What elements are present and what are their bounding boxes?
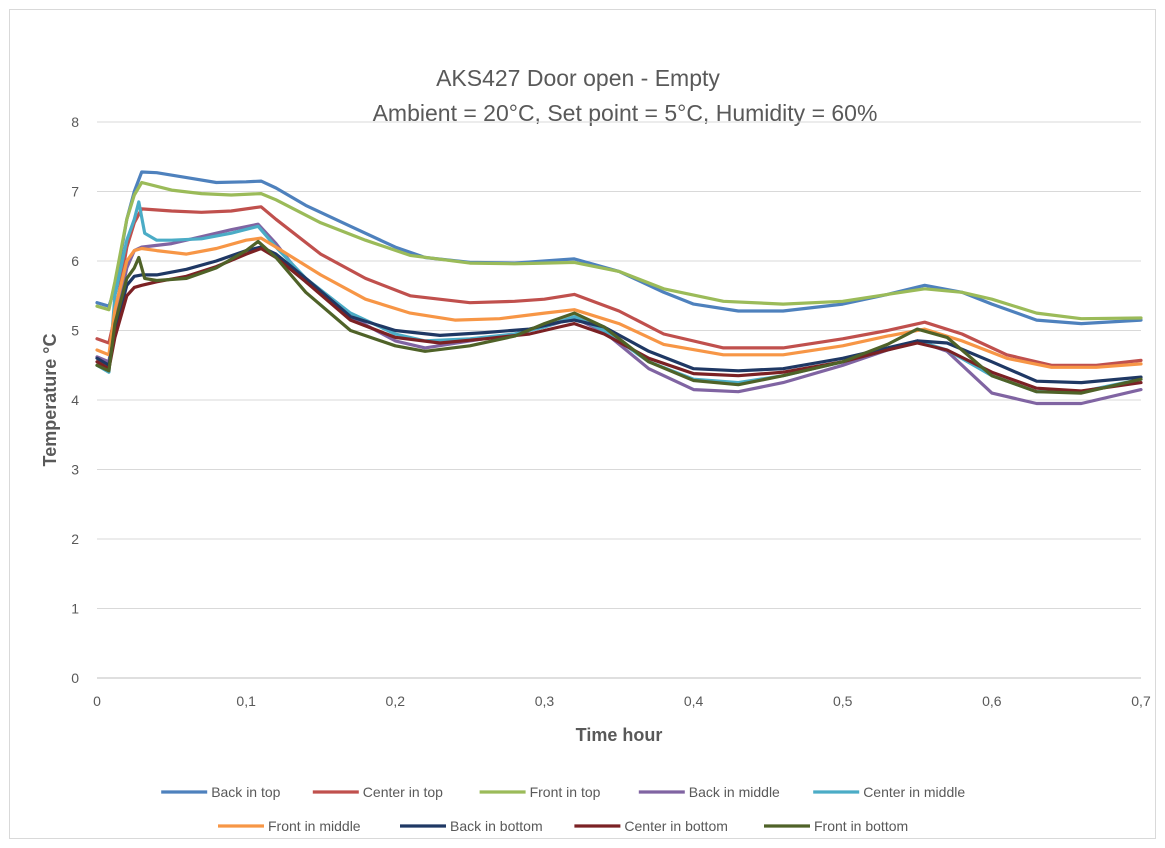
x-tick-label: 0,5 [833,693,853,709]
legend-item: Back in top [161,784,281,800]
legend-item: Center in top [312,784,443,800]
legend-label: Back in bottom [450,818,543,834]
y-tick-label: 4 [71,392,79,408]
legend: Back in top Center in top Front in top Back… [161,784,965,834]
y-axis-title: Temperature °C [40,334,60,467]
y-tick-labels: 0 1 2 3 4 5 6 7 8 [71,114,79,686]
series-line [95,246,1143,393]
x-tick-label: 0 [93,693,101,709]
y-tick-label: 6 [71,253,79,269]
series-line [95,180,1143,321]
x-tick-label: 0,3 [535,693,555,709]
x-tick-labels: 0 0,1 0,2 0,3 0,4 0,5 0,6 0,7 [93,693,1151,709]
y-tick-label: 1 [71,601,79,617]
x-tick-label: 0,7 [1131,693,1151,709]
y-tick-label: 5 [71,323,79,339]
gridlines [97,121,1141,679]
x-axis-title: Time hour [576,725,663,745]
series-line [95,236,1143,369]
legend-label: Center in middle [863,784,965,800]
legend-item: Back in bottom [400,818,543,834]
legend-label: Front in middle [268,818,361,834]
legend-item: Back in middle [638,784,780,800]
legend-label: Back in top [211,784,280,800]
legend-label: Front in top [530,784,601,800]
chart-frame [9,9,1156,839]
x-tick-label: 0,4 [684,693,704,709]
legend-label: Center in top [363,784,443,800]
legend-item: Front in bottom [764,818,908,834]
legend-item: Center in bottom [574,818,728,834]
series-line [95,239,1143,395]
legend-item: Front in top [479,784,601,800]
y-tick-label: 0 [71,670,79,686]
legend-item: Center in middle [813,784,965,800]
x-tick-label: 0,1 [236,693,256,709]
chart-title: AKS427 Door open - Empty [436,65,720,91]
x-tick-label: 0,2 [386,693,406,709]
series-lines [95,170,1143,406]
legend-label: Front in bottom [814,818,908,834]
y-tick-label: 7 [71,184,79,200]
legend-item: Front in middle [218,818,361,834]
x-tick-label: 0,6 [982,693,1002,709]
legend-label: Back in middle [689,784,780,800]
y-tick-label: 3 [71,462,79,478]
legend-label: Center in bottom [624,818,728,834]
series-line [95,245,1143,385]
y-tick-label: 2 [71,531,79,547]
y-tick-label: 8 [71,114,79,130]
